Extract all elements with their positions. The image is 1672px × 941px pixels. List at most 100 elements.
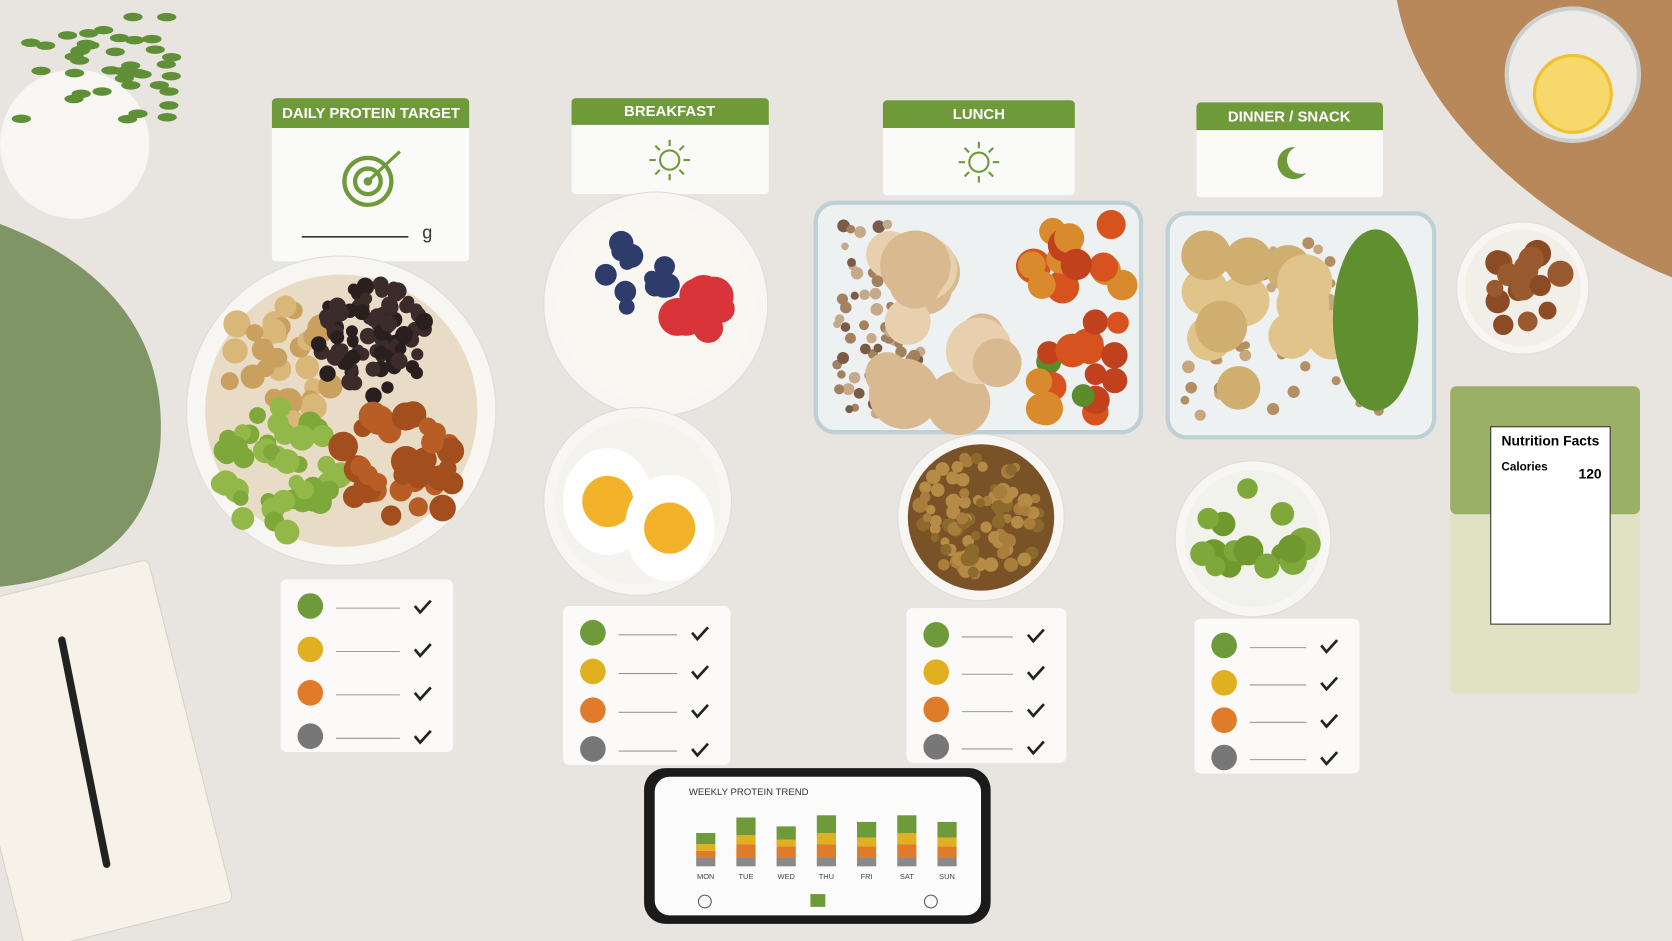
food-piece <box>358 401 388 431</box>
food-piece <box>319 365 336 382</box>
food-piece <box>1266 402 1280 416</box>
food-piece <box>926 469 941 485</box>
food-piece <box>870 303 884 316</box>
checkmark <box>691 742 710 758</box>
plant <box>11 12 182 124</box>
checklist-icon <box>580 658 606 685</box>
lunch-card: LUNCH <box>882 100 1075 196</box>
lemon <box>1532 53 1613 134</box>
food-piece <box>1011 515 1024 529</box>
food-piece <box>1019 505 1031 517</box>
food-piece <box>418 417 437 436</box>
food-piece <box>926 370 991 436</box>
food-piece <box>666 297 706 336</box>
bar-segment <box>937 837 957 847</box>
food-piece <box>341 373 359 391</box>
bar-segment <box>937 857 957 867</box>
food-piece <box>1195 300 1248 353</box>
bar-segment <box>937 846 957 858</box>
sun-ray <box>963 171 970 178</box>
food-piece <box>1194 409 1206 421</box>
food-piece <box>1003 557 1019 572</box>
checklist-icon <box>923 734 950 760</box>
food-piece <box>1096 210 1126 240</box>
food-piece <box>231 507 255 530</box>
food-piece <box>845 332 856 344</box>
food-piece <box>408 464 427 484</box>
food-piece <box>319 480 339 501</box>
leaf <box>92 87 112 96</box>
food-piece <box>930 483 945 497</box>
checklist-icon <box>297 636 324 663</box>
leaf <box>57 31 78 40</box>
food-piece <box>289 425 315 451</box>
food-piece <box>429 494 456 522</box>
food-piece <box>1028 391 1064 426</box>
bar-segment <box>776 839 796 847</box>
food-piece <box>872 220 886 233</box>
food-piece <box>706 294 735 323</box>
x-tick-label: MON <box>697 872 714 881</box>
checklist-icon <box>580 619 606 646</box>
food-piece <box>272 489 295 513</box>
food-piece <box>895 346 907 358</box>
leaf <box>105 47 125 57</box>
checklists <box>280 579 1360 774</box>
food-piece <box>1182 360 1195 374</box>
food-piece <box>971 530 981 541</box>
checkmark <box>1320 676 1339 692</box>
food-piece <box>880 334 889 342</box>
leaf <box>64 52 84 61</box>
food-piece <box>372 276 389 293</box>
checklist-card <box>563 605 731 765</box>
food-piece <box>859 320 869 331</box>
food-piece <box>1510 275 1536 301</box>
food-piece <box>873 343 883 353</box>
food-piece <box>975 498 985 508</box>
bowl-inner <box>557 205 755 403</box>
food-piece <box>393 465 414 486</box>
sun-icon <box>658 149 681 171</box>
sun-ray <box>654 169 661 176</box>
food-piece <box>350 456 371 477</box>
food-piece <box>980 521 992 533</box>
food-piece <box>972 338 1022 388</box>
food-piece <box>1270 501 1295 526</box>
food-piece <box>836 293 849 305</box>
chart-title: WEEKLY PROTEIN TREND <box>689 787 809 798</box>
food-piece <box>988 530 1001 544</box>
checkmark <box>1026 628 1045 644</box>
food-piece <box>882 219 893 230</box>
checkmark <box>1320 713 1339 729</box>
food-piece <box>946 471 960 485</box>
food-piece <box>1254 553 1280 579</box>
leaf <box>94 25 114 35</box>
checklist-card <box>1194 618 1360 774</box>
food-piece <box>983 557 999 572</box>
card-title: BREAKFAST <box>624 103 715 120</box>
food-piece <box>1185 381 1197 394</box>
checklist-icon <box>580 736 606 762</box>
bar-segment <box>736 817 756 836</box>
food-piece <box>847 257 856 267</box>
nav-home[interactable] <box>697 894 712 909</box>
food-piece <box>354 304 370 321</box>
leaf <box>76 39 96 49</box>
checkmark <box>691 626 710 642</box>
protein-bar: Nutrition Facts Calories 120 <box>1450 386 1641 694</box>
nav-profile[interactable] <box>923 894 938 909</box>
food-piece <box>869 287 882 300</box>
bar-segment <box>816 815 836 834</box>
nav-chart[interactable] <box>810 894 826 907</box>
checklist-icon <box>297 679 324 706</box>
food-piece <box>1082 309 1108 335</box>
food-piece <box>1324 256 1336 267</box>
food <box>186 191 1590 618</box>
food-piece <box>614 280 637 303</box>
target-unit: g <box>422 222 432 242</box>
food-piece <box>977 461 988 472</box>
food-piece <box>330 330 345 345</box>
food-piece <box>421 431 444 454</box>
food-piece <box>261 318 287 344</box>
leaf <box>161 71 181 81</box>
